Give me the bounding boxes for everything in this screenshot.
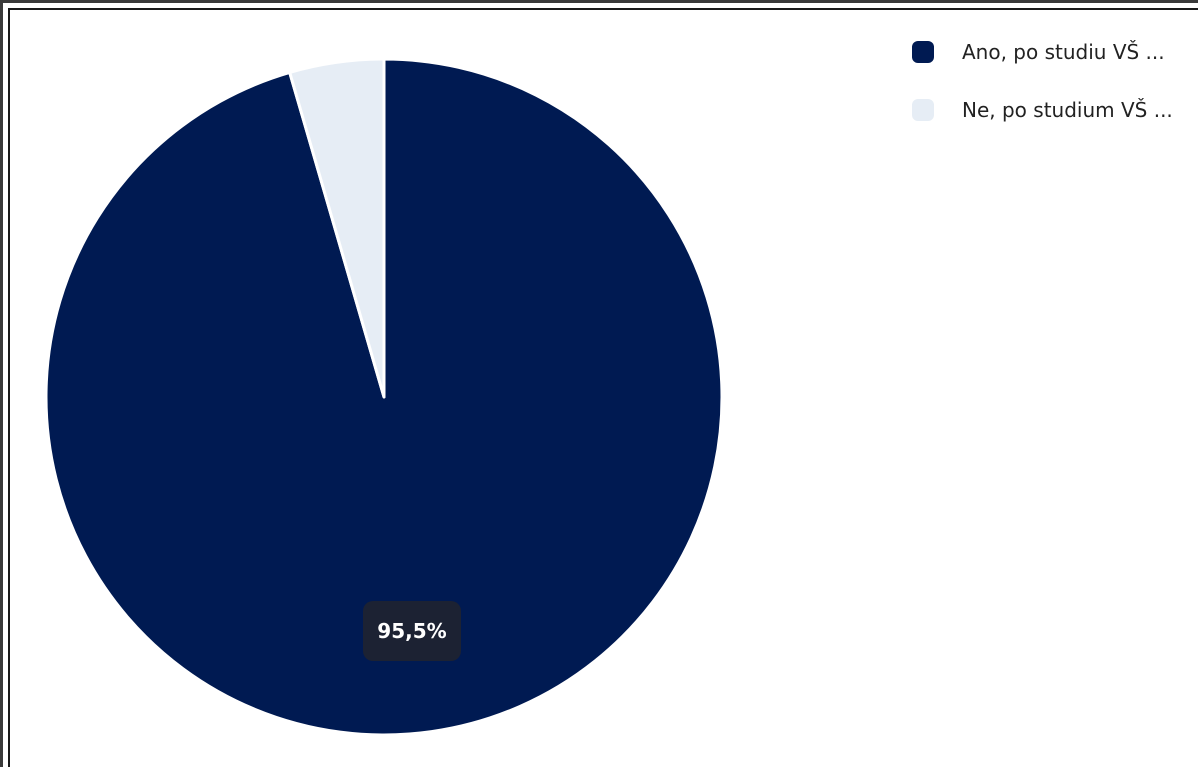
data-label-ano: 95,5% bbox=[363, 601, 461, 661]
legend-swatch-ne bbox=[912, 99, 934, 121]
legend-item-ne[interactable]: Ne, po studium VŠ ... bbox=[908, 95, 1198, 125]
pie-slices bbox=[44, 57, 724, 737]
pie-chart bbox=[44, 57, 724, 737]
legend: Ano, po studiu VŠ ... Ne, po studium VŠ … bbox=[908, 37, 1198, 125]
pie-slice-1[interactable] bbox=[288, 57, 386, 399]
legend-label-ne: Ne, po studium VŠ ... bbox=[962, 98, 1173, 122]
legend-label-ano: Ano, po studiu VŠ ... bbox=[962, 40, 1165, 64]
data-label-ano-text: 95,5% bbox=[377, 619, 447, 643]
legend-swatch-ano bbox=[912, 41, 934, 63]
legend-item-ano[interactable]: Ano, po studiu VŠ ... bbox=[908, 37, 1198, 67]
